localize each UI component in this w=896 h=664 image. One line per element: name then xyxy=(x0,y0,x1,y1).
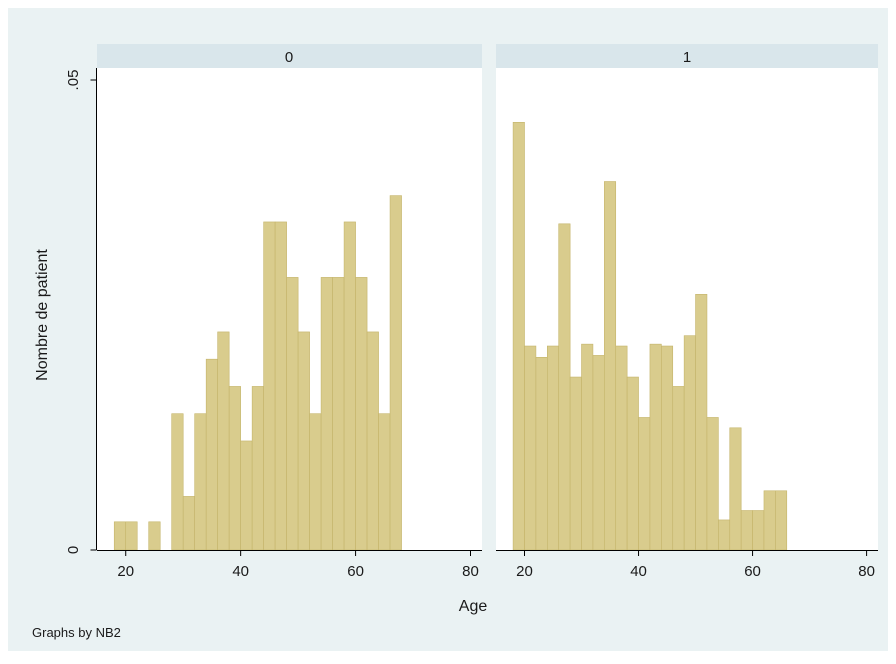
bar-panel-0-15 xyxy=(309,413,322,551)
bar-panel-1-13 xyxy=(661,345,674,551)
bar-panel-0-9 xyxy=(240,440,253,551)
axes: 20 40 60 80 20 40 60 80 0 .05 xyxy=(65,68,878,580)
bar-panel-0-12 xyxy=(274,221,287,551)
x-tick-label-1-2: 60 xyxy=(744,563,761,580)
x-tick-label-0-0: 20 xyxy=(117,563,134,580)
bar-panel-1-2 xyxy=(535,356,548,551)
x-tick-label-0-1: 40 xyxy=(232,563,249,580)
bar-panel-0-14 xyxy=(297,331,310,551)
bar-panel-1-8 xyxy=(604,181,617,551)
bar-panel-0-6 xyxy=(205,358,218,551)
bar-panel-1-23 xyxy=(775,490,788,551)
x-tick-label-1-3: 80 xyxy=(858,563,875,580)
bar-panel-1-3 xyxy=(547,345,560,551)
bar-panel-0-18 xyxy=(343,221,356,551)
panel-label-1: 1 xyxy=(683,49,691,66)
x-axis-title: Age xyxy=(459,598,488,615)
bar-panel-0-3 xyxy=(171,413,184,551)
bar-panel-0-11 xyxy=(263,221,276,551)
bar-panel-0-20 xyxy=(366,331,379,551)
bar-panel-0-4 xyxy=(182,496,195,551)
bar-panel-1-19 xyxy=(729,427,742,551)
bar-panel-0-19 xyxy=(355,277,368,551)
panel-label-0: 0 xyxy=(285,49,293,66)
bar-panel-1-14 xyxy=(672,386,685,551)
bar-panel-0-22 xyxy=(389,195,402,551)
bar-panel-1-5 xyxy=(569,376,582,551)
panel-header-1 xyxy=(496,44,878,68)
bar-panel-1-22 xyxy=(763,490,776,551)
bar-panel-0-21 xyxy=(378,413,391,551)
bar-panel-1-15 xyxy=(683,335,696,551)
bar-panel-1-16 xyxy=(695,294,708,551)
x-tick-label-1-0: 20 xyxy=(516,563,533,580)
bar-panel-1-9 xyxy=(615,345,628,551)
bar-panel-0-2 xyxy=(148,521,161,551)
bar-panel-0-17 xyxy=(332,277,345,551)
panel-header-0 xyxy=(97,44,482,68)
bars-panel-0 xyxy=(113,195,402,551)
bar-panel-1-0 xyxy=(512,122,525,551)
bar-panel-1-6 xyxy=(581,343,594,551)
y-tick-label-1: .05 xyxy=(65,70,82,91)
bar-panel-0-5 xyxy=(194,413,207,551)
bar-panel-0-13 xyxy=(286,277,299,551)
x-tick-label-0-2: 60 xyxy=(347,563,364,580)
bar-panel-0-16 xyxy=(320,277,333,551)
bar-panel-1-10 xyxy=(626,376,639,551)
bar-panel-1-12 xyxy=(649,343,662,551)
panel-1: 1 xyxy=(496,44,878,551)
bar-panel-1-18 xyxy=(718,519,731,551)
y-axis-title: Nombre de patient xyxy=(34,249,51,381)
bar-panel-1-20 xyxy=(740,510,753,551)
x-tick-label-0-3: 80 xyxy=(462,563,479,580)
bar-panel-1-4 xyxy=(558,223,571,551)
panel-0: 0 xyxy=(97,44,482,551)
graphs-by-note: Graphs by NB2 xyxy=(32,625,121,640)
bar-panel-0-1 xyxy=(125,521,138,551)
y-tick-label-0: 0 xyxy=(65,546,82,554)
bar-panel-0-0 xyxy=(113,521,127,551)
bar-panel-0-7 xyxy=(217,331,230,551)
bar-panel-1-1 xyxy=(524,345,537,551)
x-tick-label-1-1: 40 xyxy=(630,563,647,580)
bar-panel-1-17 xyxy=(706,417,719,551)
bars-panel-1 xyxy=(512,122,788,551)
bar-panel-0-8 xyxy=(228,386,241,551)
bar-panel-1-7 xyxy=(592,355,605,551)
bar-panel-1-11 xyxy=(638,417,651,551)
bar-panel-1-21 xyxy=(752,510,765,551)
bar-panel-0-10 xyxy=(251,386,264,551)
